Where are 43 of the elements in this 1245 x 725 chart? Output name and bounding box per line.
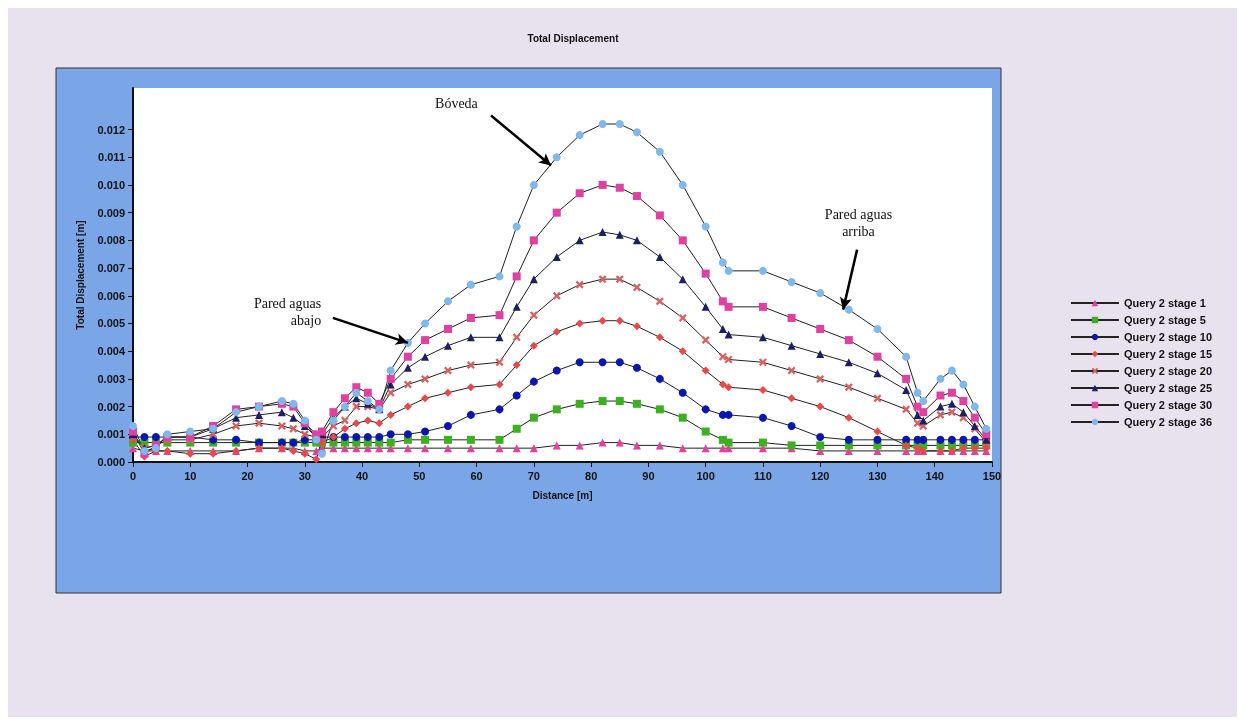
y-tick-label: 0.007	[97, 262, 125, 275]
legend-label: Query 2 stage 15	[1123, 348, 1213, 360]
y-tick-label: 0.005	[97, 317, 125, 330]
x-tick-label: 80	[585, 469, 598, 482]
x-tick-label: 10	[184, 469, 197, 482]
y-tick-label: 0.001	[97, 428, 125, 441]
x-tick-label: 70	[527, 469, 540, 482]
x-tick-label: 110	[754, 469, 772, 482]
legend-label: Query 2 stage 30	[1123, 399, 1213, 411]
legend-label: Query 2 stage 10	[1123, 331, 1213, 343]
y-tick-label: 0.000	[97, 456, 125, 468]
x-tick-label: 130	[868, 469, 887, 482]
x-tick-label: 20	[241, 469, 254, 482]
legend-label: Query 2 stage 25	[1123, 382, 1213, 394]
x-tick-label: 150	[982, 469, 1002, 482]
x-tick-label: 40	[355, 469, 369, 482]
annotation: Bóveda	[435, 96, 479, 112]
annotation: Pared aguas abajo	[253, 295, 322, 328]
legend-label: Query 2 stage 5	[1123, 314, 1206, 326]
x-tick-label: 90	[642, 469, 655, 482]
x-axis-title: Distance [m]	[532, 489, 593, 501]
y-tick-label: 0.009	[97, 206, 125, 219]
y-tick-label: 0.003	[97, 372, 125, 385]
y-tick-label: 0.010	[97, 178, 125, 191]
x-tick-label: 120	[811, 469, 830, 482]
y-tick-label: 0.012	[97, 123, 125, 136]
y-axis-title: Total Displacement [m]	[74, 220, 86, 330]
chart-title: Total Displacement	[527, 32, 620, 44]
legend-label: Query 2 stage 36	[1123, 416, 1213, 428]
y-tick-label: 0.006	[97, 289, 125, 302]
y-tick-label: 0.011	[98, 151, 125, 164]
x-tick-label: 100	[696, 469, 715, 482]
legend-label: Query 2 stage 1	[1123, 297, 1206, 309]
legend-label: Query 2 stage 20	[1123, 365, 1213, 377]
y-tick-label: 0.008	[97, 234, 125, 247]
x-tick-label: 140	[925, 469, 944, 482]
x-tick-label: 0	[129, 469, 137, 482]
annotation: Pared aguas arriba	[824, 206, 893, 239]
x-tick-label: 60	[470, 469, 483, 482]
y-tick-label: 0.002	[97, 400, 125, 413]
x-tick-label: 50	[413, 469, 426, 482]
y-tick-label: 0.004	[97, 345, 126, 358]
x-tick-label: 30	[298, 469, 311, 482]
